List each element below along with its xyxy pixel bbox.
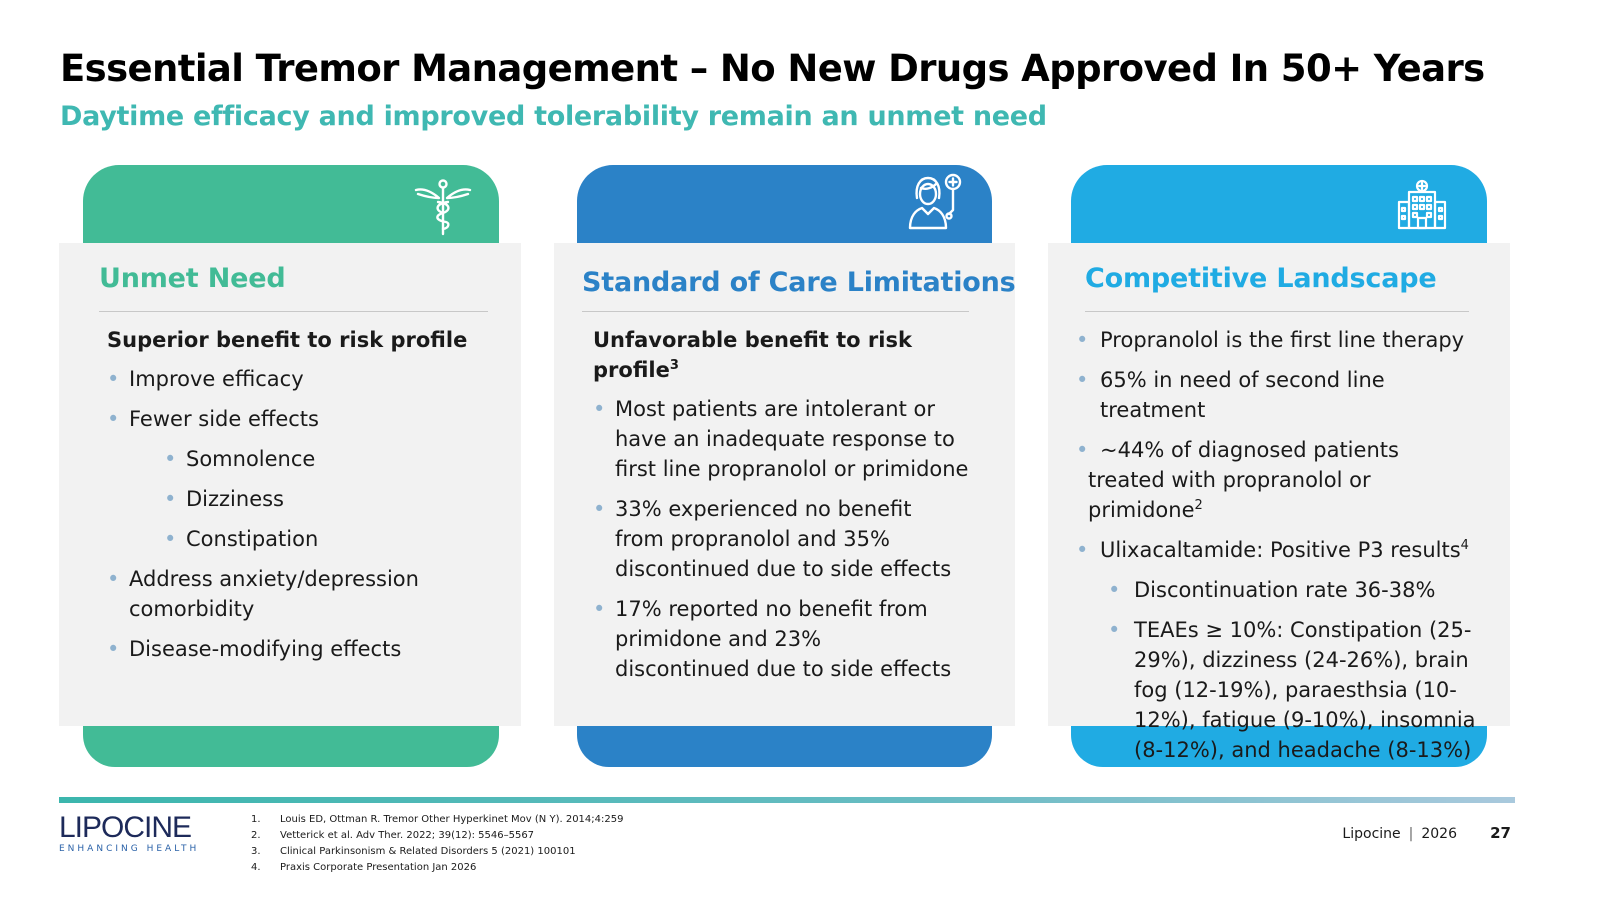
list-item: Improve efficacy [107, 364, 507, 394]
list-item: 17% reported no benefit from primidone a… [593, 594, 955, 684]
caduceus-icon [414, 179, 472, 236]
footer-company: Lipocine [1342, 826, 1401, 842]
card-unmet-need-title: Unmet Need [99, 263, 286, 294]
doctor-icon [908, 173, 962, 230]
footnote-ref: 3 [669, 358, 679, 373]
page-title: Essential Tremor Management – No New Dru… [60, 47, 1485, 90]
list-item: Ulixacaltamide: Positive P3 results4 [1076, 535, 1496, 565]
list-item: 65% in need of second line treatment [1076, 365, 1496, 425]
card-competitive-landscape-divider [1085, 311, 1469, 312]
list-item: 33% experienced no benefit from proprano… [593, 494, 967, 584]
list-item: Disease-modifying effects [107, 634, 507, 664]
card-competitive-landscape-content: Propranolol is the first line therapy 65… [1076, 325, 1496, 775]
logo-wordmark: LIPOCINE [59, 811, 192, 844]
reference-item: 2. Vetterick et al. Adv Ther. 2022; 39(12… [251, 830, 535, 841]
card-unmet-need-subhead: Superior benefit to risk profile [107, 328, 468, 352]
reference-item: 4. Praxis Corporate Presentation Jan 2026 [251, 862, 477, 873]
card-unmet-need-content: Superior benefit to risk profile Improve… [107, 325, 507, 674]
card-unmet-need-bottom [83, 726, 499, 767]
footer-year: 2026 [1421, 826, 1457, 842]
page-number: 27 [1490, 824, 1511, 842]
card-unmet-need-divider [99, 311, 488, 312]
footnote-ref: 2 [1194, 498, 1203, 513]
company-logo: LIPOCINE ENHANCING HEALTH [59, 811, 200, 855]
references-list: 1. Louis ED, Ottman R. Tremor Other Hyper… [251, 812, 623, 876]
list-item: Somnolence [164, 444, 507, 474]
list-item: Fewer side effects [107, 404, 507, 434]
card-standard-of-care-bottom [577, 726, 992, 767]
footer-company-year: Lipocine | 2026 [1342, 826, 1457, 842]
card-competitive-landscape-title: Competitive Landscape [1085, 263, 1437, 294]
card-standard-of-care-divider [582, 311, 969, 312]
list-item: Constipation [164, 524, 507, 554]
logo-tagline: ENHANCING HEALTH [59, 844, 200, 854]
list-item: TEAEs ≥ 10%: Constipation (25-29%), dizz… [1108, 615, 1494, 765]
hospital-icon [1397, 179, 1447, 230]
list-item: Discontinuation rate 36-38% [1108, 575, 1496, 605]
card-standard-of-care-title: Standard of Care Limitations [582, 267, 1016, 298]
card-standard-of-care-content: Unfavorable benefit to risk profile3 Mos… [593, 325, 993, 694]
reference-item: 3. Clinical Parkinsonism & Related Disord… [251, 846, 576, 857]
list-item: Most patients are intolerant or have an … [593, 394, 977, 484]
footer-divider-bar [59, 797, 1515, 803]
reference-item: 1. Louis ED, Ottman R. Tremor Other Hyper… [251, 814, 624, 825]
list-item: Dizziness [164, 484, 507, 514]
list-item: ~44% of diagnosed patients treated with … [1076, 435, 1478, 525]
card-standard-of-care-subhead: Unfavorable benefit to risk profile3 [593, 328, 912, 382]
list-item: Propranolol is the first line therapy [1076, 325, 1496, 355]
footnote-ref: 4 [1460, 538, 1469, 553]
page-subtitle: Daytime efficacy and improved tolerabili… [60, 101, 1047, 132]
list-item: Address anxiety/depression comorbidity [107, 564, 419, 624]
